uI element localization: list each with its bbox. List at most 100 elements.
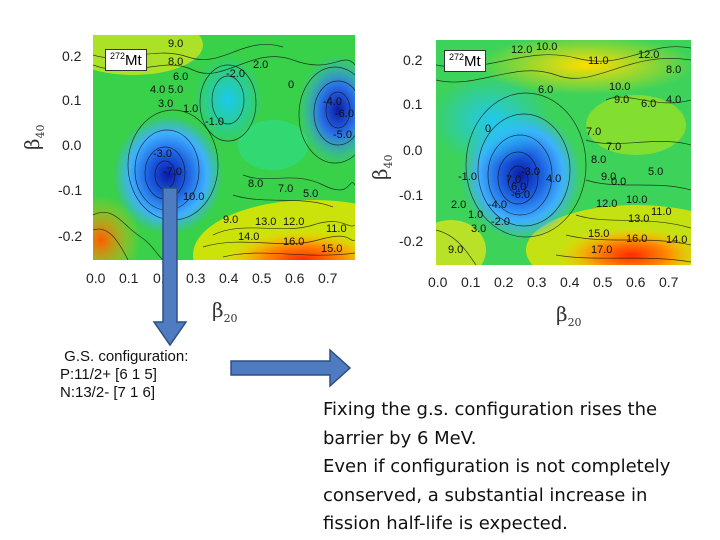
contour-label: 7.0 (606, 141, 621, 153)
conclusion-text: Fixing the g.s. configuration rises the … (323, 396, 718, 539)
contour-label: -5.0 (333, 129, 352, 141)
contour-label: 5.0 (303, 188, 318, 200)
left-y-tick: 0.0 (62, 137, 82, 153)
left-y-tick: 0.1 (62, 92, 82, 108)
right-y-tick: -0.2 (399, 233, 424, 249)
right-x-axis-label: β20 (556, 302, 582, 329)
contour-label: 7.0 (278, 183, 293, 195)
contour-label: 11.0 (651, 206, 672, 218)
contour-label: -3.0 (153, 148, 172, 160)
left-x-axis-label: β20 (212, 298, 238, 325)
right-nucleus-symbol: Mt (464, 53, 481, 70)
left-x-tick: 0.3 (186, 270, 206, 286)
right-x-label-sub: 20 (567, 316, 582, 329)
note-line: barrier by 6 MeV. (323, 427, 477, 449)
contour-label: 17.0 (591, 244, 612, 256)
contour-label: -7.0 (163, 166, 182, 178)
gs-config-proton: P:11/2+ [6 1 5] (60, 366, 157, 383)
right-arrow (230, 348, 352, 388)
contour-label: 10.0 (183, 191, 204, 203)
right-x-tick: 0.5 (593, 274, 613, 290)
left-x-label-symbol: β (212, 298, 224, 322)
contour-label: 0 (485, 123, 491, 135)
right-energy-map: 12.0 10.0 11.0 12.0 8.0 6.0 10.0 9.0 6.0 4.0 0 7.0 8… (416, 35, 720, 295)
left-y-tick: 0.2 (62, 48, 82, 64)
left-x-tick: 0.7 (318, 270, 338, 286)
contour-label: 4.0 (666, 94, 681, 106)
contour-label: 2.0 (253, 59, 268, 71)
contour-label: 6.0 (511, 181, 526, 193)
contour-label: -6.0 (511, 189, 530, 201)
left-nucleus-mass: 272 (110, 51, 126, 61)
contour-label: 12.0 (596, 198, 617, 210)
contour-label: 9.0 (614, 94, 629, 106)
contour-label: 9.0 (601, 171, 616, 183)
right-x-tick: 0.4 (560, 274, 580, 290)
contour-label: 15.0 (321, 243, 342, 255)
left-x-tick: 0.5 (252, 270, 272, 286)
contour-label: 11.0 (588, 55, 609, 67)
left-contour-labels: 9.08.06.04.0 5.03.0 1.0-2.02.00-1.0-4.0-6.… (150, 38, 354, 255)
contour-label: -1.0 (458, 171, 477, 183)
contour-label: 8.0 (591, 154, 606, 166)
contour-label: 8.0 (248, 178, 263, 190)
contour-label: 4.0 (546, 173, 561, 185)
contour-label: 8.0 (168, 56, 183, 68)
contour-label: 8.0 (666, 64, 681, 76)
contour-label: 1.0 (183, 103, 198, 115)
contour-label: 10.0 (626, 194, 647, 206)
right-x-tick: 0.1 (461, 274, 481, 290)
right-x-tick: 0.3 (527, 274, 547, 290)
contour-label: 2.0 (451, 199, 466, 211)
contour-label: 13.0 (255, 216, 276, 228)
right-contour-labels: 12.0 10.011.0 12.08.06.0 10.09.0 6.0 4.00 7.08… (448, 41, 687, 256)
contour-label: 15.0 (588, 228, 609, 240)
right-nucleus-tag: 272Mt (444, 50, 486, 72)
right-x-tick: 0.7 (659, 274, 679, 290)
contour-label: 11.0 (326, 223, 347, 235)
note-line: Fixing the g.s. configuration rises the (323, 399, 658, 420)
contour-label: 9.0 (448, 244, 463, 256)
right-y-tick: 0.1 (403, 96, 423, 112)
contour-label: 7.0 (586, 126, 601, 138)
right-x-tick: 0.6 (626, 274, 646, 290)
left-nucleus-symbol: Mt (125, 52, 142, 69)
contour-label: 10.0 (536, 41, 557, 53)
contour-label: 14.0 (666, 234, 687, 246)
left-x-tick: 0.1 (119, 270, 139, 286)
right-x-tick: 0.2 (494, 274, 514, 290)
gs-config-neutron: N:13/2- [7 1 6] (60, 384, 156, 401)
down-arrow (152, 187, 188, 347)
contour-label: 14.0 (238, 231, 259, 243)
right-x-tick: 0.0 (428, 274, 448, 290)
note-line: Even if configuration is not completely (323, 456, 671, 477)
right-nucleus-mass: 272 (449, 52, 465, 62)
contour-label: 16.0 (626, 233, 647, 245)
left-x-tick: 0.6 (285, 270, 305, 286)
right-y-tick: 0.0 (403, 142, 423, 158)
contour-label: 4.0 (150, 84, 165, 96)
contour-label: 12.0 (511, 44, 532, 56)
contour-label: 12.0 (638, 49, 659, 61)
contour-label: 5.0 (168, 84, 183, 96)
contour-label: 0.0 (611, 176, 626, 188)
gs-configuration: G.S. configuration: P:11/2+ [6 1 5] N:13… (60, 348, 188, 402)
contour-label: 1.0 (468, 209, 483, 221)
contour-label: 10.0 (609, 81, 630, 93)
contour-label: 7.0 (506, 174, 521, 186)
right-y-tick: 0.2 (403, 52, 423, 68)
contour-label: 3.0 (158, 98, 173, 110)
left-y-tick: -0.1 (58, 182, 83, 198)
contour-label: -4.0 (488, 199, 507, 211)
left-x-tick: 0.4 (219, 270, 239, 286)
contour-label: -2.0 (491, 216, 510, 228)
contour-label: 5.0 (648, 166, 663, 178)
left-x-tick: 0.0 (86, 270, 106, 286)
contour-label: -2.0 (226, 68, 245, 80)
gs-config-heading: G.S. configuration: (60, 348, 189, 365)
contour-label: 6.0 (641, 98, 656, 110)
contour-label: 6.0 (538, 84, 553, 96)
contour-label: -1.0 (205, 116, 224, 128)
left-nucleus-tag: 272Mt (105, 49, 147, 71)
